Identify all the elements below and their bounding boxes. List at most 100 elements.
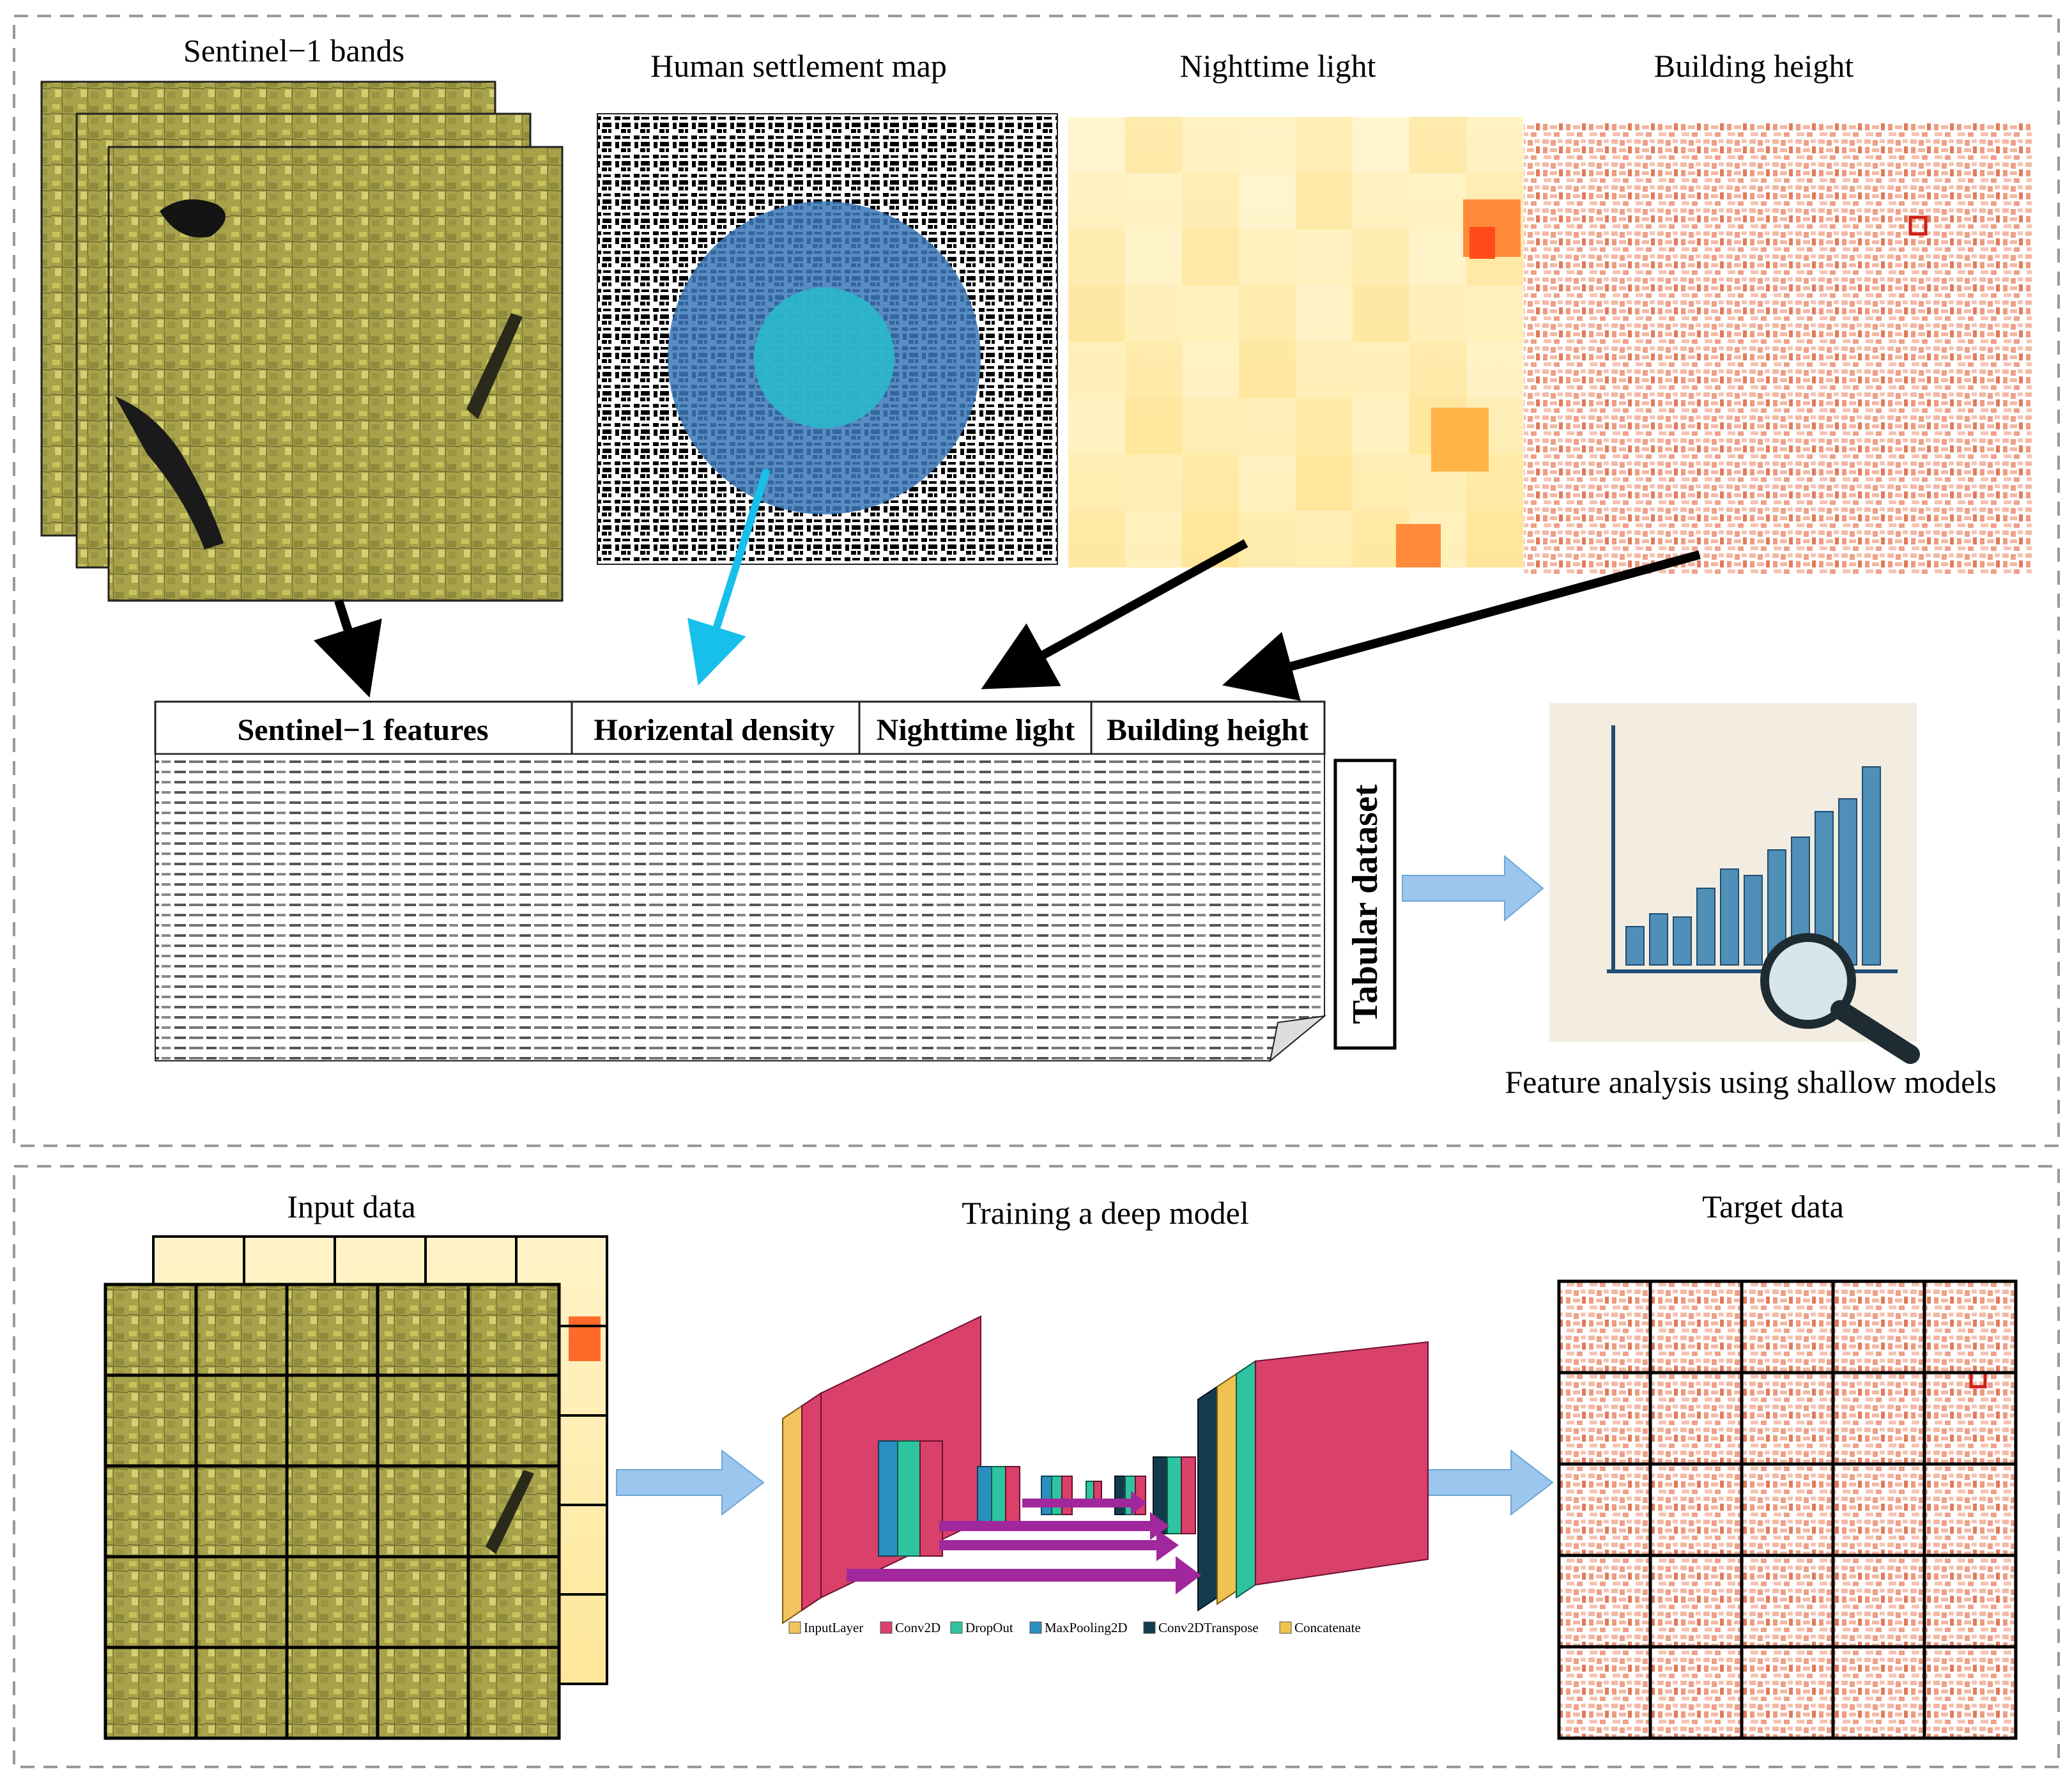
skip-connection-2: [939, 1512, 1169, 1540]
legend-swatch-dropout: [950, 1621, 963, 1634]
output-conv-block: [1255, 1341, 1429, 1586]
nl-cell: [1409, 173, 1466, 229]
sentinel-bands-title: Sentinel−1 bands: [183, 33, 404, 68]
nl-cell: [1239, 342, 1296, 398]
table-header-density: Horizental density: [594, 713, 834, 747]
skip-connections: [847, 1491, 1201, 1594]
nl-cell: [1125, 286, 1182, 342]
nl-cell: [1353, 454, 1409, 511]
nl-cell: [1239, 117, 1296, 173]
nl-cell: [1353, 342, 1409, 398]
nl-cell: [1296, 342, 1353, 398]
decoder-dropout-3: [1236, 1360, 1256, 1599]
top-panel-border: [13, 15, 2060, 1147]
nl-cell: [1182, 342, 1239, 398]
legend-label-maxpooling2d: MaxPooling2D: [1045, 1620, 1128, 1635]
density-arrow: [687, 468, 771, 686]
nl-cell: [1125, 511, 1182, 567]
target-tile-grid: [1559, 1281, 2016, 1738]
hotspot-1-core: [1470, 227, 1495, 259]
analysis-bar: [1673, 916, 1692, 966]
bottom-panel-border: [13, 1165, 2060, 1768]
maxpool-block-1: [878, 1440, 898, 1557]
maxpool-block-3: [1041, 1476, 1052, 1515]
table-body: [155, 753, 1325, 1061]
nightlight-arrow: [981, 539, 1248, 690]
legend-label-concatenate: Concatenate: [1294, 1620, 1361, 1635]
nl-cell: [1409, 117, 1466, 173]
transpose-block-3: [1197, 1385, 1218, 1612]
nighttime-light-title: Nighttime light: [1180, 48, 1376, 84]
nl-cell: [1409, 286, 1466, 342]
building-height-title: Building height: [1654, 48, 1854, 84]
nl-cell: [1068, 454, 1125, 511]
input-sentinel-layer: [104, 1283, 561, 1740]
legend-label-dropout: DropOut: [965, 1620, 1013, 1635]
nl-cell: [1068, 342, 1125, 398]
analysis-bar: [1744, 875, 1763, 966]
page-curl: [1269, 1015, 1327, 1063]
nl-cell: [1353, 117, 1409, 173]
legend-label-conv2dtranspose: Conv2DTranspose: [1158, 1620, 1259, 1635]
nl-cell: [1466, 286, 1523, 342]
density-inner-radius: [754, 288, 894, 428]
concat-block: [1216, 1373, 1237, 1605]
nl-cell: [1239, 454, 1296, 511]
magnifier-handle-icon: [1830, 1000, 1920, 1064]
hotspot-2: [1431, 408, 1489, 472]
nl-cell: [1239, 398, 1296, 454]
river-segment: [466, 313, 523, 419]
transpose-block-1: [1114, 1476, 1126, 1515]
nl-cell: [1125, 229, 1182, 286]
analysis-illustration: [1549, 703, 1920, 1064]
table-header-sentinel: Sentinel−1 features: [237, 713, 488, 747]
skip-connection-4: [847, 1556, 1201, 1594]
nl-cell: [1296, 511, 1353, 567]
nl-cell: [1296, 398, 1353, 454]
legend-label-conv2d: Conv2D: [895, 1620, 940, 1635]
decoder-dropout-2: [1167, 1456, 1182, 1534]
nl-cell: [1466, 117, 1523, 173]
analysis-flow-arrow: [1402, 854, 1544, 922]
dropout-block-1: [897, 1440, 921, 1557]
analysis-bar: [1862, 766, 1881, 966]
nl-cell: [1182, 286, 1239, 342]
nl-cell: [1239, 286, 1296, 342]
table-header-row: [154, 700, 1326, 755]
nl-cell: [1353, 398, 1409, 454]
skip-connection-1: [1022, 1491, 1147, 1515]
nl-cell: [1125, 398, 1182, 454]
nl-cell: [1068, 398, 1125, 454]
legend-swatch-conv2dtranspose: [1143, 1621, 1156, 1634]
input-flow-arrow: [616, 1449, 765, 1516]
nl-cell: [1182, 117, 1239, 173]
nl-cell: [1409, 342, 1466, 398]
hotspot-3: [1396, 524, 1441, 567]
nl-cell: [1296, 173, 1353, 229]
nl-cell: [1466, 511, 1523, 567]
training-title: Training a deep model: [962, 1195, 1248, 1231]
dropout-block-3: [1051, 1476, 1063, 1515]
nl-cell: [1182, 229, 1239, 286]
analysis-caption: Feature analysis using shallow models: [1505, 1064, 1996, 1100]
nl-cell: [1125, 454, 1182, 511]
sentinel-arrow: [314, 599, 382, 698]
input-data-title: Input data: [287, 1189, 415, 1224]
building-arrow: [1222, 550, 1701, 701]
skip-connection-3: [939, 1529, 1179, 1561]
nl-cell: [1182, 511, 1239, 567]
table-header-building: Building height: [1107, 713, 1308, 747]
analysis-bar: [1696, 888, 1715, 966]
lake-shape: [160, 199, 226, 238]
input-river-segment: [486, 1470, 534, 1554]
settlement-map: [597, 113, 1058, 565]
nl-cell: [1182, 398, 1239, 454]
nl-cell: [1182, 454, 1239, 511]
nl-cell: [1239, 229, 1296, 286]
nl-cell: [1296, 454, 1353, 511]
input-layer-block: [782, 1405, 802, 1624]
nighttime-light-map: [1068, 117, 1523, 567]
tabular-dataset-label: Tabular dataset: [1346, 784, 1385, 1024]
nl-cell: [1409, 229, 1466, 286]
nl-cell: [1125, 173, 1182, 229]
